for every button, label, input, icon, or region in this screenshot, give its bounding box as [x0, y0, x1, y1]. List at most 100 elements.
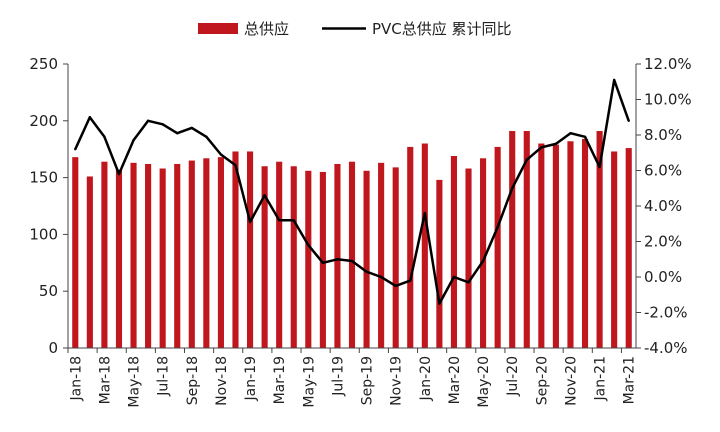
bar-May-18 — [130, 162, 137, 348]
bar-Sep-18 — [188, 160, 195, 348]
bar-Nov-19 — [392, 167, 399, 348]
line-point-Aug-19 — [350, 259, 354, 263]
right-tick-label: 4.0% — [644, 197, 682, 215]
x-tick-label: Sep-19 — [360, 356, 376, 405]
bar-Oct-19 — [378, 162, 385, 348]
bar-Dec-18 — [232, 151, 239, 348]
x-tick-label: Sep-18 — [185, 356, 201, 405]
line-point-Jun-20 — [496, 226, 499, 229]
bar-Mar-21 — [625, 148, 632, 348]
bar-Jan-21 — [596, 131, 603, 348]
left-tick-label: 100 — [29, 225, 58, 243]
bar-May-19 — [305, 170, 312, 348]
line-point-Apr-20 — [467, 281, 470, 284]
line-point-May-20 — [481, 259, 485, 263]
line-point-Aug-20 — [525, 158, 528, 162]
x-tick-label: Mar-21 — [622, 356, 638, 404]
bar-Mar-19 — [276, 161, 283, 348]
x-tick-label: Jan-21 — [593, 356, 609, 401]
line-point-Mar-20 — [452, 275, 456, 279]
line-point-Feb-19 — [263, 194, 266, 197]
x-tick-label: May-19 — [301, 356, 317, 408]
left-tick-label: 150 — [29, 169, 58, 187]
line-point-Jul-18 — [161, 123, 164, 126]
left-tick-label: 200 — [29, 112, 58, 130]
bar-Feb-20 — [436, 179, 443, 348]
bar-Jul-20 — [509, 131, 516, 348]
legend-bar-swatch — [198, 23, 238, 34]
bar-May-20 — [480, 158, 487, 348]
bar-Apr-20 — [465, 168, 472, 348]
right-tick-label: 12.0% — [644, 55, 692, 73]
line-point-Mar-19 — [277, 219, 281, 222]
x-tick-label: Mar-18 — [97, 356, 113, 404]
bar-Aug-18 — [174, 163, 181, 348]
x-tick-label: Jul-18 — [156, 356, 172, 397]
legend-line-label: PVC总供应 累计同比 — [372, 20, 512, 38]
x-tick-label: Nov-20 — [563, 356, 579, 406]
line-point-Oct-20 — [554, 142, 558, 146]
right-tick-label: 2.0% — [644, 233, 682, 251]
bar-Feb-18 — [86, 176, 93, 348]
bar-Sep-20 — [538, 143, 545, 348]
x-tick-label: Jan-19 — [243, 356, 259, 401]
x-tick-label: Mar-20 — [447, 356, 463, 404]
line-point-Sep-18 — [190, 126, 193, 130]
line-point-Oct-18 — [205, 135, 208, 138]
x-tick-label: Sep-20 — [534, 356, 550, 405]
bar-Jul-19 — [334, 163, 341, 348]
line-point-Feb-18 — [88, 116, 92, 119]
x-tick-label: Jul-20 — [505, 356, 521, 397]
bar-Jan-18 — [72, 157, 79, 348]
x-tick-label: Jul-19 — [330, 356, 346, 397]
bar-Feb-19 — [261, 166, 268, 348]
bar-Dec-20 — [581, 138, 589, 348]
line-point-Jul-19 — [336, 258, 339, 261]
bar-Aug-20 — [523, 131, 530, 348]
line-point-Feb-20 — [438, 302, 441, 305]
x-tick-label: Nov-18 — [214, 356, 230, 406]
legend-bar-label: 总供应 — [244, 20, 289, 38]
bar-Nov-18 — [217, 157, 224, 348]
left-axis: 0 50 100 150 200 250 — [29, 55, 69, 357]
bar-Jul-18 — [159, 168, 166, 348]
line-point-Apr-18 — [117, 172, 121, 176]
line-point-Dec-20 — [583, 135, 587, 138]
line-point-Apr-19 — [292, 219, 295, 222]
bar-Oct-18 — [203, 158, 210, 348]
line-point-Dec-18 — [234, 163, 237, 167]
right-axis: -4.0% -2.0% 0.0% 2.0% 4.0% 6.0% 8.0% 10.0% 12.0% — [635, 55, 692, 357]
line-point-May-19 — [307, 243, 310, 247]
line-point-Jan-19 — [248, 220, 252, 224]
right-tick-label: -2.0% — [644, 304, 688, 322]
line-point-Nov-18 — [219, 153, 223, 156]
right-tick-label: 0.0% — [644, 268, 682, 286]
right-tick-label: 8.0% — [644, 126, 682, 144]
line-point-Jan-21 — [598, 165, 601, 169]
bar-Nov-20 — [567, 141, 574, 348]
line-point-Sep-20 — [540, 146, 543, 149]
line-point-Jan-20 — [423, 211, 427, 215]
x-tick-label: Jan-20 — [418, 356, 434, 401]
x-tick-label: Mar-19 — [272, 356, 288, 404]
line-point-Mar-18 — [103, 135, 106, 138]
bar-Mar-20 — [450, 156, 458, 348]
bar-Apr-19 — [290, 166, 297, 348]
bar-Jun-19 — [319, 171, 326, 348]
line-point-Jun-19 — [321, 261, 325, 264]
line-point-Feb-21 — [612, 78, 616, 82]
line-point-Mar-21 — [627, 119, 630, 123]
right-tick-label: 10.0% — [644, 91, 692, 109]
bar-series — [72, 131, 632, 348]
line-point-Oct-19 — [379, 275, 383, 279]
line-point-Jul-20 — [511, 187, 514, 190]
bar-Aug-19 — [348, 161, 356, 348]
x-tick-label: May-18 — [127, 356, 143, 408]
x-tick-label: Nov-19 — [389, 356, 405, 406]
bar-Apr-18 — [115, 169, 123, 348]
bar-Oct-20 — [552, 144, 559, 348]
right-tick-label: -4.0% — [644, 339, 688, 357]
bar-Mar-18 — [101, 161, 108, 348]
bar-Sep-19 — [363, 170, 370, 348]
line-point-Nov-20 — [569, 132, 572, 135]
